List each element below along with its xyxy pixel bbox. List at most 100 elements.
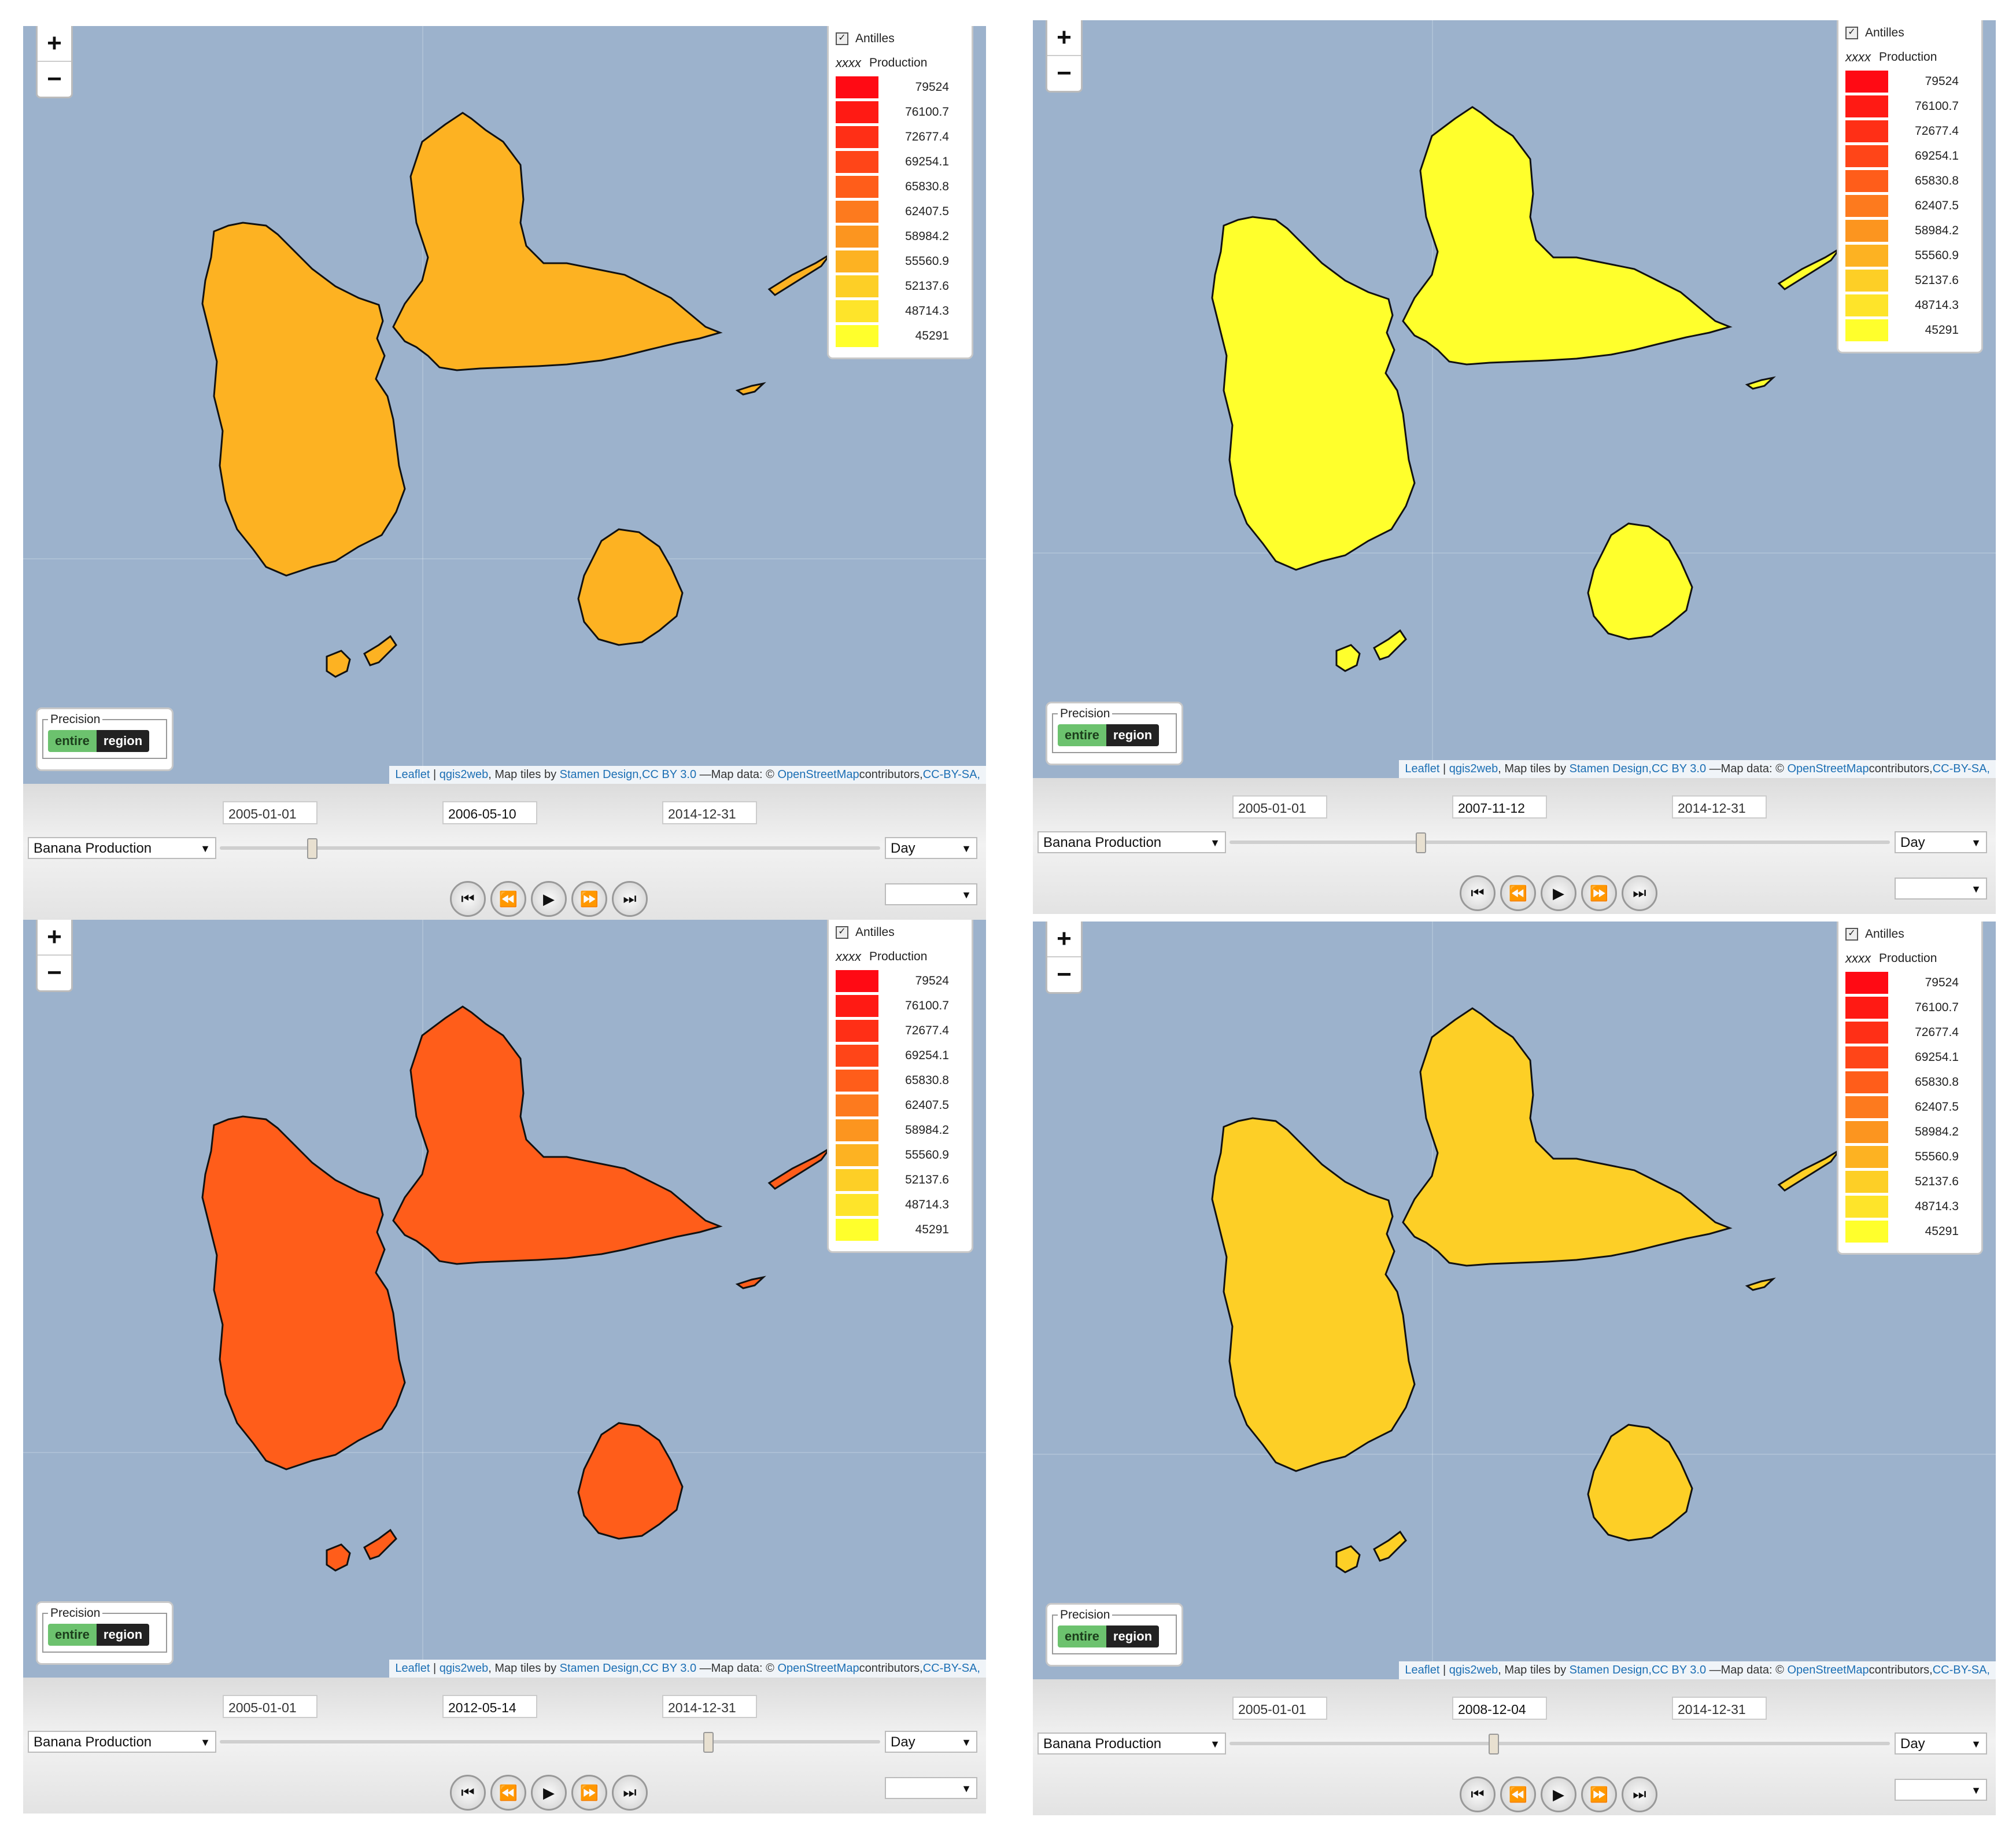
zoom-out-button[interactable]: − xyxy=(1047,956,1081,992)
speed-select[interactable]: ▼ xyxy=(1895,1779,1987,1801)
precision-entire-button[interactable]: entire xyxy=(48,730,97,752)
cc-by-sa-link[interactable]: CC-BY-SA, xyxy=(922,768,980,781)
layer-select[interactable]: Banana Production ▼ xyxy=(1037,831,1226,853)
cc-by-link[interactable]: ,CC BY 3.0 xyxy=(638,768,697,781)
end-date-field[interactable]: 2014-12-31 xyxy=(1672,1697,1767,1720)
precision-entire-button[interactable]: entire xyxy=(48,1624,97,1646)
start-date-field[interactable]: 2005-01-01 xyxy=(223,801,317,824)
start-date-field[interactable]: 2005-01-01 xyxy=(1232,1697,1327,1720)
layer-visibility-checkbox[interactable]: ✓ xyxy=(1845,928,1858,941)
layer-visibility-checkbox[interactable]: ✓ xyxy=(1845,27,1858,39)
map-view[interactable]: + − ✓ Antilles xxxx Production 79524 7610… xyxy=(23,920,986,1678)
speed-select[interactable]: ▼ xyxy=(1895,878,1987,900)
step-unit-select[interactable]: Day ▼ xyxy=(1895,831,1987,853)
qgis2web-link[interactable]: qgis2web xyxy=(439,1662,489,1675)
map-view[interactable]: + − ✓ Antilles xxxx Production 79524 7610… xyxy=(23,26,986,784)
stamen-link[interactable]: Stamen Design xyxy=(559,768,639,781)
start-date-field[interactable]: 2005-01-01 xyxy=(223,1695,317,1718)
precision-region-button[interactable]: region xyxy=(96,730,150,752)
precision-region-button[interactable]: region xyxy=(1106,724,1160,746)
time-slider-track[interactable] xyxy=(1229,841,1890,844)
time-slider-track[interactable] xyxy=(220,846,880,850)
stamen-link[interactable]: Stamen Design xyxy=(1569,762,1649,775)
step-unit-select[interactable]: Day ▼ xyxy=(885,1731,977,1753)
zoom-in-button[interactable]: + xyxy=(47,923,62,951)
leaflet-link[interactable]: Leaflet xyxy=(395,768,430,781)
step-back-button[interactable]: ⏪ xyxy=(1500,875,1536,911)
step-back-button[interactable]: ⏪ xyxy=(490,1775,526,1811)
map-view[interactable]: + − ✓ Antilles xxxx Production 79524 7610… xyxy=(1033,20,1996,778)
cc-by-link[interactable]: ,CC BY 3.0 xyxy=(1648,762,1707,775)
precision-region-button[interactable]: region xyxy=(96,1624,150,1646)
layer-select[interactable]: Banana Production ▼ xyxy=(28,837,216,859)
layer-select[interactable]: Banana Production ▼ xyxy=(28,1731,216,1753)
skip-to-start-button[interactable]: ⏮ xyxy=(1460,1776,1496,1812)
osm-link[interactable]: OpenStreetMap xyxy=(777,768,859,781)
current-date-field[interactable]: 2006-05-10 xyxy=(442,801,537,824)
skip-to-end-button[interactable]: ⏭ xyxy=(1622,875,1657,911)
skip-to-start-button[interactable]: ⏮ xyxy=(450,881,486,917)
qgis2web-link[interactable]: qgis2web xyxy=(1449,1664,1498,1676)
step-unit-select[interactable]: Day ▼ xyxy=(1895,1733,1987,1754)
time-slider-handle[interactable] xyxy=(703,1732,714,1753)
precision-entire-button[interactable]: entire xyxy=(1058,1625,1106,1647)
time-slider-handle[interactable] xyxy=(1488,1734,1499,1754)
precision-entire-button[interactable]: entire xyxy=(1058,724,1106,746)
current-date-field[interactable]: 2012-05-14 xyxy=(442,1695,537,1718)
time-slider-track[interactable] xyxy=(220,1740,880,1744)
layer-visibility-checkbox[interactable]: ✓ xyxy=(836,32,848,45)
speed-select[interactable]: ▼ xyxy=(885,883,977,905)
current-date-field[interactable]: 2007-11-12 xyxy=(1452,795,1547,819)
qgis2web-link[interactable]: qgis2web xyxy=(1449,762,1498,775)
precision-region-button[interactable]: region xyxy=(1106,1625,1160,1647)
skip-to-end-button[interactable]: ⏭ xyxy=(612,1775,648,1811)
cc-by-sa-link[interactable]: CC-BY-SA, xyxy=(922,1662,980,1675)
step-forward-button[interactable]: ⏩ xyxy=(571,881,607,917)
osm-link[interactable]: OpenStreetMap xyxy=(1787,762,1869,775)
stamen-link[interactable]: Stamen Design xyxy=(1569,1664,1649,1676)
zoom-in-button[interactable]: + xyxy=(1057,23,1072,51)
cc-by-sa-link[interactable]: CC-BY-SA, xyxy=(1932,1664,1990,1676)
play-button[interactable]: ▶ xyxy=(1541,1776,1576,1812)
cc-by-link[interactable]: ,CC BY 3.0 xyxy=(638,1662,697,1675)
step-forward-button[interactable]: ⏩ xyxy=(1581,875,1617,911)
zoom-in-button[interactable]: + xyxy=(1057,924,1072,953)
zoom-in-button[interactable]: + xyxy=(47,29,62,57)
layer-select[interactable]: Banana Production ▼ xyxy=(1037,1733,1226,1754)
leaflet-link[interactable]: Leaflet xyxy=(1405,762,1440,775)
time-slider-handle[interactable] xyxy=(307,838,317,859)
qgis2web-link[interactable]: qgis2web xyxy=(439,768,489,781)
end-date-field[interactable]: 2014-12-31 xyxy=(1672,795,1767,819)
step-unit-select[interactable]: Day ▼ xyxy=(885,837,977,859)
stamen-link[interactable]: Stamen Design xyxy=(559,1662,639,1675)
current-date-field[interactable]: 2008-12-04 xyxy=(1452,1697,1547,1720)
step-back-button[interactable]: ⏪ xyxy=(490,881,526,917)
osm-link[interactable]: OpenStreetMap xyxy=(777,1662,859,1675)
time-slider-handle[interactable] xyxy=(1416,832,1427,853)
step-back-button[interactable]: ⏪ xyxy=(1500,1776,1536,1812)
play-button[interactable]: ▶ xyxy=(531,1775,567,1811)
cc-by-sa-link[interactable]: CC-BY-SA, xyxy=(1932,762,1990,775)
leaflet-link[interactable]: Leaflet xyxy=(1405,1664,1440,1676)
cc-by-link[interactable]: ,CC BY 3.0 xyxy=(1648,1664,1707,1676)
map-view[interactable]: + − ✓ Antilles xxxx Production 79524 7610… xyxy=(1033,922,1996,1679)
play-button[interactable]: ▶ xyxy=(1541,875,1576,911)
start-date-field[interactable]: 2005-01-01 xyxy=(1232,795,1327,819)
play-button[interactable]: ▶ xyxy=(531,881,567,917)
leaflet-link[interactable]: Leaflet xyxy=(395,1662,430,1675)
osm-link[interactable]: OpenStreetMap xyxy=(1787,1664,1869,1676)
zoom-out-button[interactable]: − xyxy=(1047,55,1081,91)
zoom-out-button[interactable]: − xyxy=(38,954,71,990)
time-slider-track[interactable] xyxy=(1229,1742,1890,1745)
end-date-field[interactable]: 2014-12-31 xyxy=(662,1695,757,1718)
skip-to-start-button[interactable]: ⏮ xyxy=(450,1775,486,1811)
skip-to-end-button[interactable]: ⏭ xyxy=(612,881,648,917)
step-forward-button[interactable]: ⏩ xyxy=(1581,1776,1617,1812)
skip-to-end-button[interactable]: ⏭ xyxy=(1622,1776,1657,1812)
layer-visibility-checkbox[interactable]: ✓ xyxy=(836,926,848,939)
zoom-out-button[interactable]: − xyxy=(38,61,71,97)
skip-to-start-button[interactable]: ⏮ xyxy=(1460,875,1496,911)
end-date-field[interactable]: 2014-12-31 xyxy=(662,801,757,824)
speed-select[interactable]: ▼ xyxy=(885,1777,977,1799)
step-forward-button[interactable]: ⏩ xyxy=(571,1775,607,1811)
